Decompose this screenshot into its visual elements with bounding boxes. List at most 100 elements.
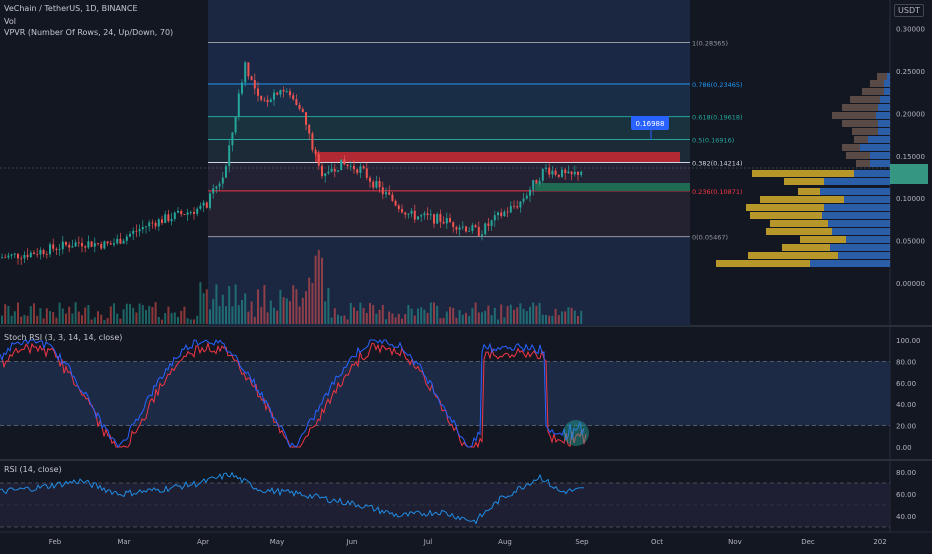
candle-body (452, 222, 455, 228)
volume-bar (71, 313, 74, 324)
candle-body (417, 216, 419, 220)
volume-bar (557, 315, 560, 324)
candle-body (519, 201, 522, 208)
candle-body (436, 214, 439, 224)
candle-body (257, 88, 259, 96)
candle-body (292, 95, 295, 100)
volume-bar (151, 307, 154, 324)
vpvr-up-bar (868, 136, 890, 143)
volume-bar (260, 307, 263, 324)
volume-bar (186, 318, 189, 324)
candle-body (317, 154, 320, 166)
rsi-legend[interactable]: RSI (14, close) (4, 465, 62, 474)
stoch-rsi-legend[interactable]: Stoch RSI (3, 3, 14, 14, close) (4, 333, 123, 342)
candle-body (26, 254, 29, 258)
volume-bar (295, 289, 298, 324)
volume-bar (269, 300, 272, 324)
volume-bar (257, 289, 259, 324)
volume-bar (74, 302, 77, 324)
volume-bar (138, 303, 141, 324)
rsi-tick-label: 60.00 (896, 491, 916, 499)
volume-bar (327, 287, 330, 324)
time-axis-label: Aug (498, 538, 512, 546)
vpvr-down-bar (856, 160, 870, 167)
volume-bar (26, 315, 29, 324)
rsi-tick-label: 40.00 (896, 513, 916, 521)
candle-body (285, 91, 288, 93)
volume-bar (311, 282, 314, 324)
fib-level-label: 0.786(0.23465) (692, 81, 743, 89)
candle-body (263, 99, 266, 101)
volume-bar (372, 305, 375, 324)
volume-bar (125, 303, 128, 324)
volume-bar (513, 309, 515, 324)
candle-body (458, 227, 461, 230)
volume-bar (541, 314, 544, 324)
volume-bar (116, 313, 119, 324)
vpvr-up-bar (832, 228, 890, 235)
candle-body (132, 230, 135, 234)
candle-body (314, 149, 317, 155)
candle-body (465, 226, 467, 232)
time-axis-label: May (270, 538, 284, 546)
candle-body (4, 257, 7, 259)
volume-bar (77, 311, 80, 324)
volume-bar (157, 316, 160, 324)
volume-bar (532, 302, 535, 324)
currency-badge[interactable]: USDT (894, 4, 924, 17)
volume-bar (145, 310, 147, 324)
candle-body (500, 212, 503, 216)
vpvr-down-bar (748, 252, 838, 259)
candle-body (413, 210, 416, 220)
volume-bar (13, 311, 16, 324)
volume-bar (10, 315, 13, 324)
candle-body (564, 169, 567, 174)
volume-bar (241, 299, 243, 324)
vpvr-up-bar (884, 80, 890, 87)
candle-body (394, 200, 397, 206)
rsi-line (0, 471, 584, 525)
symbol-legend[interactable]: VeChain / TetherUS, 1D, BINANCE (4, 4, 138, 13)
candle-body (221, 177, 224, 184)
volume-bar (215, 284, 218, 324)
candle-body (71, 246, 74, 248)
volume-bar (228, 285, 231, 324)
price-callout-label: 0.16988 (636, 120, 665, 128)
volume-bar (324, 301, 327, 324)
volume-bar (497, 319, 499, 324)
candle-body (362, 166, 365, 169)
volume-bar (330, 317, 333, 324)
candle-body (522, 198, 525, 202)
fib-level-label: 0(0.05467) (692, 234, 728, 242)
volume-bar (122, 309, 125, 324)
volume-bar (378, 309, 381, 324)
volume-bar (61, 308, 64, 324)
volume-bar (522, 308, 525, 324)
volume-bar (42, 318, 45, 324)
stoch-tick-label: 40.00 (896, 401, 916, 409)
candle-body (442, 221, 445, 224)
candle-body (557, 174, 560, 177)
rsi-tick-label: 80.00 (896, 469, 916, 477)
stoch-tick-label: 80.00 (896, 358, 916, 366)
candle-body (135, 230, 138, 232)
volume-bar (20, 316, 23, 324)
candle-body (269, 99, 272, 103)
volume-legend[interactable]: Vol (4, 17, 16, 26)
volume-bar (209, 309, 211, 324)
candle-body (189, 212, 192, 213)
vpvr-legend[interactable]: VPVR (Number Of Rows, 24, Up/Down, 70) (4, 28, 174, 37)
volume-bar (305, 291, 307, 324)
candle-body (215, 186, 218, 189)
volume-bar (282, 297, 285, 324)
candle-body (481, 234, 483, 236)
vpvr-down-bar (854, 136, 868, 143)
candle-body (330, 168, 333, 172)
candle-body (484, 223, 487, 235)
vpvr-up-bar (887, 73, 890, 80)
volume-bar (109, 306, 112, 324)
candle-body (401, 209, 403, 213)
price-tick-label: 0.30000 (896, 26, 925, 34)
